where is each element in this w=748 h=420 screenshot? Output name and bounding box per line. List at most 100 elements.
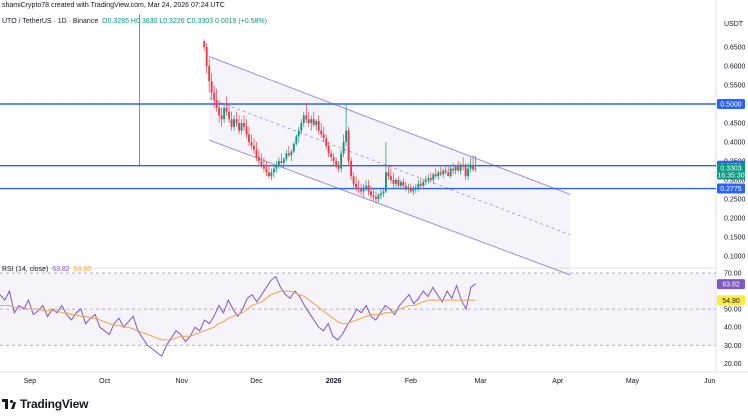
candle-body [277, 161, 280, 165]
candle-body [350, 161, 353, 177]
candle-body [290, 151, 293, 156]
candle-body [469, 164, 472, 169]
rsi-title: RSI (14, close) [2, 266, 49, 273]
candle-body [342, 142, 345, 154]
candle-body [424, 180, 427, 182]
time-tick-label: Nov [176, 378, 189, 385]
rsi-ma-value-tag [717, 295, 745, 306]
time-tick-label: Jun [704, 378, 715, 385]
channel-lower-line [208, 139, 571, 276]
candle-body [275, 164, 278, 169]
candle-body [434, 174, 437, 177]
candle-body [220, 115, 223, 120]
candle-body [270, 172, 273, 177]
channel-mid-line [209, 97, 571, 236]
candle-body [280, 161, 283, 163]
rsi-tick-label: 40.00 [724, 325, 742, 332]
candle-body [385, 172, 387, 192]
candle-body [370, 191, 372, 196]
rsi-legend-value: 63.82 [52, 266, 70, 273]
candle-body [282, 159, 285, 163]
candle-body [375, 197, 377, 199]
rsi-tick-label: 70.00 [724, 271, 742, 278]
last-price-label: 0.3303 [720, 165, 742, 172]
candle-body [429, 178, 432, 180]
time-tick-label: Sep [24, 378, 37, 385]
candle-body [285, 153, 288, 160]
candle-body [355, 183, 358, 188]
candle-body [250, 142, 253, 146]
time-tick-label: Mar [475, 378, 488, 385]
candle-body [459, 164, 462, 171]
candle-body [245, 126, 248, 135]
candle-body [394, 180, 397, 184]
ohlc-values: O0.3285 H0.3630 L0.3226 C0.3303 0.0019 (… [102, 18, 267, 25]
candle-body [218, 107, 221, 116]
candle-body [417, 183, 420, 188]
price-tick-label: 0.2000 [724, 216, 746, 223]
candle-body [422, 181, 425, 186]
candle-body [407, 187, 410, 190]
rsi-legend: RSI (14, close) 63.82 54.90 [2, 266, 91, 273]
candle-body [380, 193, 382, 196]
price-tick-label: 0.2500 [724, 197, 746, 204]
price-tick-label: 0.6500 [724, 45, 746, 52]
candle-body [325, 138, 328, 146]
tradingview-logo[interactable]: TradingView [2, 397, 88, 411]
candle-body [225, 107, 228, 112]
candle-body [387, 172, 390, 177]
time-tick-label: Apr [552, 378, 564, 385]
price-tick-label: 0.5500 [724, 83, 746, 90]
candle-body [472, 164, 475, 170]
candle-body [352, 176, 355, 184]
price-tick-label: 0.3000 [724, 178, 746, 185]
candle-body [262, 164, 265, 169]
candle-body [474, 168, 477, 170]
candle-body [367, 185, 370, 192]
candle-body [320, 130, 323, 135]
candle-body [462, 164, 465, 167]
time-tick-label: Dec [250, 378, 263, 385]
level-price-label: 0.5000 [720, 102, 742, 109]
chart-author-line: shamiCrypto78 created with TradingView.c… [2, 2, 225, 9]
candle-body [243, 123, 245, 127]
candle-body [452, 168, 455, 171]
candle-body [447, 172, 450, 177]
rsi-value-tag [717, 279, 745, 290]
candle-body [377, 195, 380, 199]
candle-body [265, 168, 268, 173]
candle-body [203, 41, 206, 47]
candle-body [228, 111, 231, 120]
rsi-tick-label: 20.00 [724, 361, 742, 368]
tradingview-logo-icon [2, 399, 16, 409]
candle-body [449, 168, 452, 177]
candle-body [340, 153, 343, 169]
candle-body [399, 181, 402, 186]
candle-body [404, 185, 407, 190]
candle-body [414, 187, 417, 190]
candle-body [253, 145, 255, 150]
candle-body [287, 153, 290, 156]
candle-body [255, 149, 258, 158]
rsi-tick-label: 50.00 [724, 307, 742, 314]
candle-body [382, 191, 385, 194]
rsi-ma-legend-value: 54.90 [73, 266, 92, 273]
level-price-tag [717, 99, 745, 109]
price-tick-label: 0.4000 [724, 140, 746, 147]
rsi-value-label: 63.82 [722, 282, 740, 289]
brand-name: TradingView [20, 397, 89, 411]
level-price-tag [717, 183, 745, 194]
candle-body [327, 145, 330, 154]
rsi-ma-value-label: 54.90 [722, 298, 740, 305]
time-tick-label: Feb [405, 378, 417, 385]
candle-body [240, 123, 243, 131]
candle-body [362, 187, 365, 192]
candle-body [310, 119, 313, 123]
candle-body [258, 157, 260, 161]
candle-body [372, 195, 375, 198]
candle-body [437, 172, 440, 177]
candle-body [467, 168, 470, 177]
candle-body [419, 183, 422, 186]
candle-body [347, 130, 350, 161]
